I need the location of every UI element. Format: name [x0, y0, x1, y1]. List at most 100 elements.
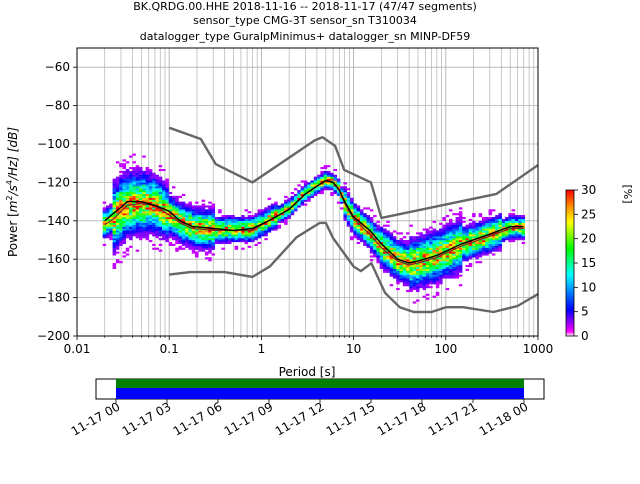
- psd-histogram-cell: [148, 186, 153, 189]
- psd-histogram-cell: [290, 207, 295, 210]
- psd-histogram-cell: [280, 207, 285, 210]
- psd-histogram-cell: [399, 270, 404, 273]
- psd-histogram-cell: [195, 205, 199, 208]
- psd-histogram-cell: [481, 222, 486, 225]
- psd-histogram-cell: [330, 193, 334, 197]
- psd-histogram-cell: [366, 220, 371, 223]
- psd-histogram-cell: [369, 228, 374, 231]
- psd-histogram-cell: [237, 220, 242, 223]
- psd-histogram-cell: [293, 205, 298, 208]
- psd-histogram-cell: [359, 209, 364, 212]
- psd-histogram-cell: [162, 190, 166, 193]
- psd-histogram-cell: [465, 243, 469, 246]
- psd-histogram-cell: [409, 251, 413, 254]
- psd-histogram-cell: [307, 192, 311, 195]
- psd-histogram-cell: [297, 190, 301, 193]
- psd-histogram-cell: [369, 249, 374, 252]
- psd-histogram-cell: [458, 247, 463, 250]
- psd-histogram-cell: [435, 286, 440, 289]
- psd-histogram-cell: [468, 218, 473, 221]
- psd-histogram-cell: [435, 257, 440, 260]
- psd-histogram-cell: [145, 232, 150, 235]
- psd-histogram-cell: [119, 236, 123, 239]
- psd-histogram-cell: [432, 272, 436, 275]
- psd-histogram-cell: [155, 190, 159, 193]
- psd-histogram-cell: [125, 234, 130, 237]
- psd-histogram-cell: [389, 259, 394, 262]
- psd-histogram-cell: [452, 228, 456, 231]
- psd-histogram-cell: [201, 238, 206, 241]
- psd-histogram-cell: [231, 230, 235, 233]
- psd-histogram-cell: [455, 270, 460, 273]
- psd-histogram-cell: [214, 241, 219, 245]
- psd-histogram-cell: [491, 238, 496, 241]
- psd-histogram-cell: [458, 207, 463, 210]
- psd-histogram-cell: [171, 205, 176, 208]
- psd-histogram-cell: [379, 238, 384, 241]
- psd-histogram-cell: [129, 228, 133, 231]
- psd-histogram-cell: [336, 186, 341, 189]
- psd-histogram-cell: [257, 209, 262, 212]
- psd-histogram-cell: [241, 220, 245, 223]
- psd-histogram-cell: [376, 247, 380, 250]
- psd-histogram-cell: [138, 211, 143, 214]
- psd-histogram-cell: [119, 193, 123, 197]
- psd-histogram-cell: [145, 167, 150, 170]
- psd-histogram-cell: [425, 264, 430, 268]
- psd-histogram-cell: [155, 176, 159, 179]
- psd-histogram-cell: [142, 205, 146, 208]
- psd-histogram-cell: [224, 240, 229, 243]
- psd-histogram-cell: [228, 222, 232, 225]
- psd-histogram-cell: [475, 255, 479, 258]
- psd-histogram-cell: [514, 228, 519, 231]
- psd-histogram-cell: [392, 243, 397, 246]
- psd-histogram-cell: [247, 224, 252, 227]
- psd-histogram-cell: [399, 264, 404, 268]
- psd-histogram-cell: [195, 253, 199, 256]
- psd-histogram-cell: [237, 222, 242, 225]
- psd-histogram-cell: [287, 211, 291, 214]
- psd-histogram-cell: [132, 222, 136, 225]
- psd-histogram-cell: [290, 201, 295, 204]
- psd-histogram-cell: [412, 272, 417, 275]
- psd-histogram-cell: [435, 251, 440, 254]
- psd-histogram-cell: [343, 215, 347, 218]
- psd-histogram-cell: [145, 222, 150, 225]
- psd-histogram-cell: [392, 268, 397, 271]
- psd-histogram-cell: [392, 249, 397, 252]
- psd-histogram-cell: [412, 264, 417, 268]
- psd-histogram-cell: [165, 193, 169, 197]
- psd-histogram-cell: [320, 167, 324, 170]
- psd-histogram-cell: [475, 222, 479, 225]
- psd-histogram-cell: [125, 174, 130, 177]
- psd-histogram-cell: [369, 241, 374, 245]
- psd-histogram-cell: [409, 282, 413, 285]
- psd-histogram-cell: [383, 243, 387, 246]
- psd-histogram-cell: [432, 268, 436, 271]
- psd-histogram-cell: [343, 190, 347, 193]
- psd-histogram-cell: [379, 226, 384, 229]
- psd-histogram-cell: [419, 240, 423, 243]
- psd-histogram-cell: [392, 263, 397, 266]
- psd-histogram-cell: [307, 184, 311, 187]
- psd-histogram-cell: [448, 261, 453, 264]
- psd-histogram-cell: [158, 195, 163, 198]
- psd-histogram-cell: [125, 236, 130, 239]
- psd-histogram-cell: [221, 236, 225, 239]
- psd-histogram-cell: [383, 255, 387, 258]
- psd-histogram-cell: [458, 270, 463, 273]
- psd-histogram-cell: [356, 213, 361, 216]
- psd-histogram-cell: [290, 209, 295, 212]
- psd-histogram-cell: [135, 190, 140, 193]
- psd-histogram-cell: [369, 247, 374, 250]
- psd-histogram-cell: [208, 218, 212, 221]
- psd-histogram-cell: [261, 216, 265, 220]
- psd-histogram-cell: [115, 216, 120, 220]
- psd-histogram-cell: [475, 241, 479, 245]
- psd-histogram-cell: [251, 222, 255, 225]
- psd-histogram-cell: [112, 247, 117, 250]
- psd-histogram-cell: [162, 230, 166, 233]
- psd-histogram-cell: [379, 253, 384, 256]
- psd-histogram-cell: [366, 245, 371, 248]
- psd-histogram-cell: [326, 182, 331, 185]
